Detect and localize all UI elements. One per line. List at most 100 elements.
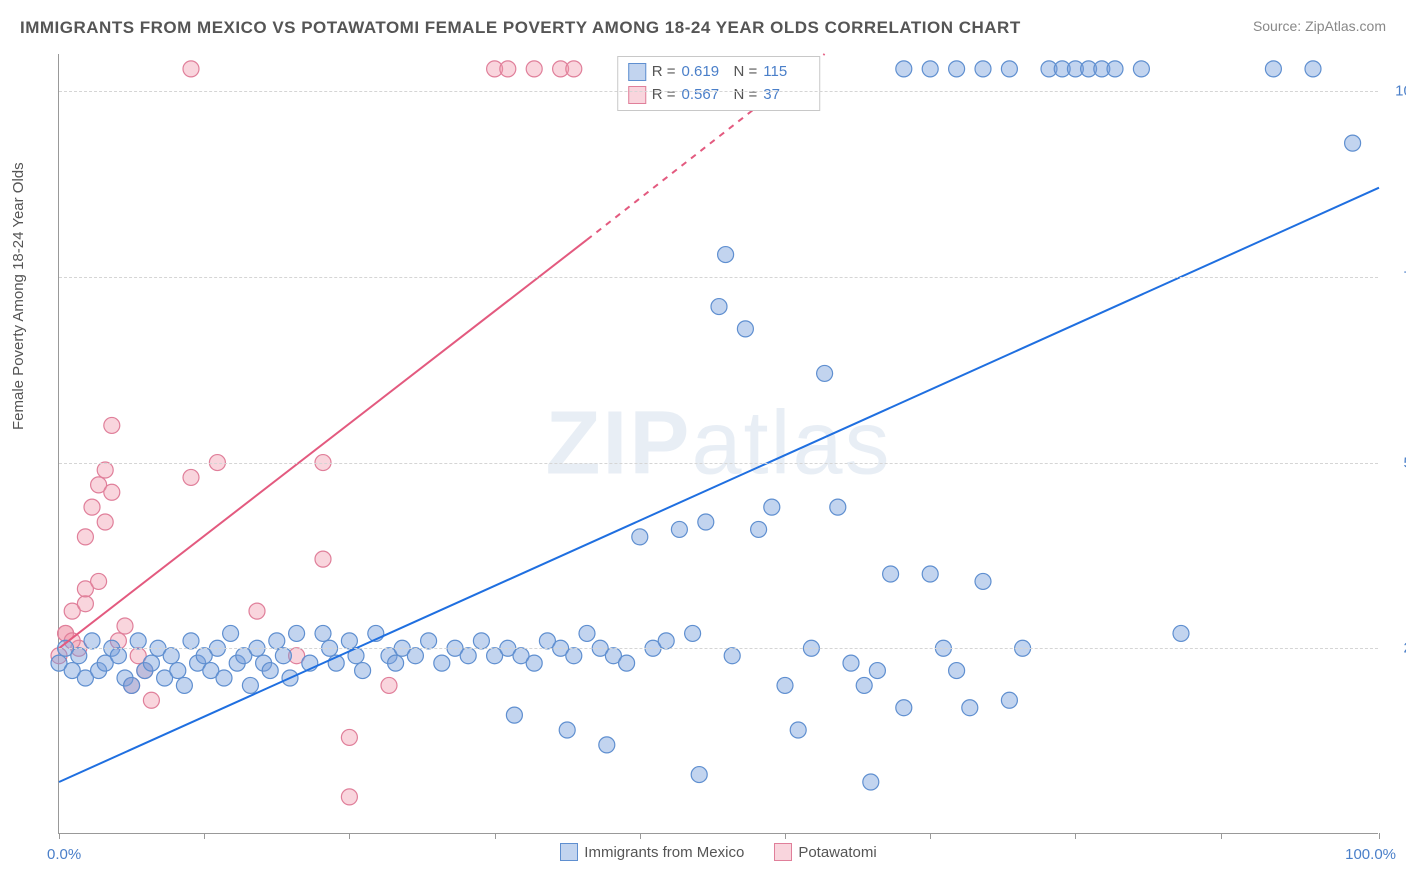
mexico-point [724,648,740,664]
mexico-point [856,677,872,693]
legend-top: R =0.619N =115R =0.567N =37 [617,56,821,111]
mexico-point [460,648,476,664]
mexico-point [975,61,991,77]
potawatomi-point [97,514,113,530]
mexico-point [619,655,635,671]
mexico-point [711,299,727,315]
mexico-point [1265,61,1281,77]
mexico-point [566,648,582,664]
mexico-point [896,61,912,77]
source-label: Source: ZipAtlas.com [1253,18,1386,34]
potawatomi-point [97,462,113,478]
potawatomi-point [341,789,357,805]
chart-svg [59,54,1378,833]
mexico-point [658,633,674,649]
mexico-point [691,767,707,783]
potawatomi-point [381,677,397,693]
mexico-point [817,365,833,381]
potawatomi-point [566,61,582,77]
mexico-point [130,633,146,649]
legend-swatch [628,63,646,81]
mexico-point [830,499,846,515]
legend-swatch [774,843,792,861]
mexico-point [579,625,595,641]
mexico-point [315,625,331,641]
potawatomi-point [183,61,199,77]
gridline [59,463,1378,464]
gridline [59,648,1378,649]
mexico-point [275,648,291,664]
mexico-point [790,722,806,738]
chart-title: IMMIGRANTS FROM MEXICO VS POTAWATOMI FEM… [20,18,1021,38]
legend-r-value: 0.619 [682,61,728,84]
mexico-point [949,61,965,77]
mexico-point [698,514,714,530]
mexico-point [922,61,938,77]
mexico-point [473,633,489,649]
mexico-point [685,625,701,641]
potawatomi-point [77,529,93,545]
x-axis-max-label: 100.0% [1345,846,1396,863]
legend-bottom-item: Immigrants from Mexico [560,843,744,861]
mexico-point [223,625,239,641]
mexico-point [632,529,648,545]
potawatomi-point [143,692,159,708]
x-tick [59,833,60,839]
y-tick-label: 75.0% [1386,268,1406,285]
legend-bottom: Immigrants from Mexico Potawatomi [59,843,1378,861]
x-tick [495,833,496,839]
y-axis-label: Female Poverty Among 18-24 Year Olds [10,162,27,430]
mexico-point [434,655,450,671]
mexico-point [599,737,615,753]
gridline [59,277,1378,278]
x-tick [204,833,205,839]
potawatomi-point [183,469,199,485]
mexico-point [975,573,991,589]
mexico-point [143,655,159,671]
x-axis-min-label: 0.0% [47,846,81,863]
legend-bottom-label: Immigrants from Mexico [584,844,744,861]
mexico-point [124,677,140,693]
legend-n-value: 37 [763,84,809,107]
x-tick [785,833,786,839]
mexico-point [176,677,192,693]
potawatomi-point [315,551,331,567]
mexico-point [110,648,126,664]
potawatomi-point [500,61,516,77]
mexico-point [526,655,542,671]
y-tick-label: 50.0% [1386,454,1406,471]
mexico-point [71,648,87,664]
x-tick [930,833,931,839]
mexico-point [896,700,912,716]
mexico-point [183,633,199,649]
mexico-point [962,700,978,716]
mexico-point [863,774,879,790]
mexico-point [269,633,285,649]
x-tick [1221,833,1222,839]
legend-n-label: N = [734,84,758,107]
mexico-point [1173,625,1189,641]
potawatomi-point [104,484,120,500]
x-tick [640,833,641,839]
legend-r-label: R = [652,84,676,107]
x-tick [1075,833,1076,839]
mexico-point [883,566,899,582]
legend-swatch [560,843,578,861]
mexico-point [289,625,305,641]
x-tick [1379,833,1380,839]
y-tick-label: 100.0% [1386,83,1406,100]
mexico-point [355,663,371,679]
mexico-point [777,677,793,693]
mexico-point [843,655,859,671]
mexico-point [163,648,179,664]
legend-bottom-label: Potawatomi [798,844,876,861]
mexico-point [559,722,575,738]
legend-n-label: N = [734,61,758,84]
legend-r-label: R = [652,61,676,84]
mexico-point [737,321,753,337]
mexico-point [671,521,687,537]
legend-row: R =0.619N =115 [628,61,810,84]
mexico-point [764,499,780,515]
mexico-point [341,633,357,649]
legend-r-value: 0.567 [682,84,728,107]
